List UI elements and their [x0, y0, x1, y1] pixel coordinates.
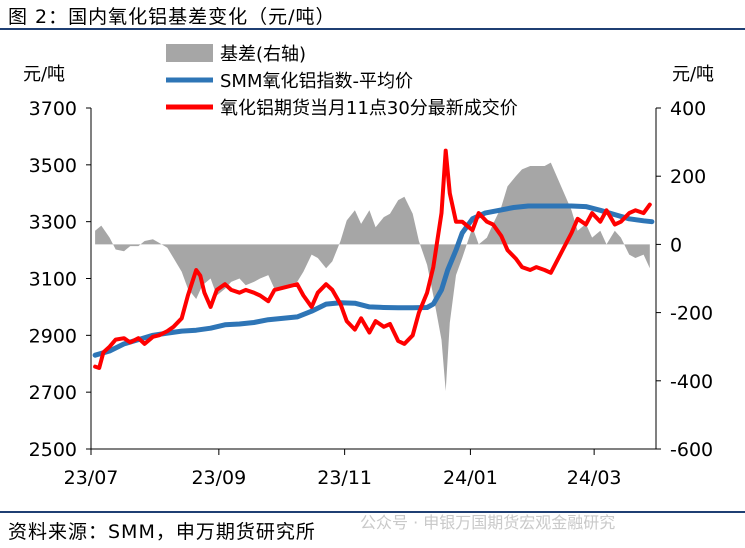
- right-tick-label-4: 200: [670, 166, 706, 188]
- left-tick-label-3: 3100: [29, 269, 77, 291]
- x-tick-label-3: 24/01: [443, 467, 498, 489]
- legend-label-2: 氧化铝期货当月11点30分最新成交价: [220, 98, 518, 119]
- watermark: 公众号 · 申银万国期货宏观金融研究: [360, 513, 616, 532]
- futures-line: [93, 148, 652, 370]
- left-tick-label-6: 3700: [29, 98, 77, 120]
- basis-area-layer: [95, 162, 650, 391]
- right-axis-unit: 元/吨: [672, 64, 714, 85]
- x-tick-label-1: 23/09: [191, 467, 246, 489]
- x-tick-label-2: 23/11: [317, 467, 372, 489]
- series-lines-layer: [92, 148, 655, 370]
- chart-svg: 2500 2700 2900 3100 3300 3500 3700 -600 -400 -200…: [23, 44, 714, 489]
- x-tick-label-0: 23/07: [64, 467, 119, 489]
- left-tick-label-0: 2500: [29, 439, 77, 461]
- chart-title: 图 2：国内氧化铝基差变化（元/吨）: [8, 6, 336, 28]
- right-tick-label-2: -200: [670, 303, 713, 325]
- top-rule: [0, 28, 745, 30]
- right-tick-label-1: -400: [670, 371, 713, 393]
- legend-label-1: SMM氧化铝指数-平均价: [220, 71, 413, 92]
- left-tick-label-4: 3300: [29, 212, 77, 234]
- axes-layer: 2500 2700 2900 3100 3300 3500 3700 -600 -400 -200…: [23, 64, 714, 489]
- legend-label-0: 基差(右轴): [220, 44, 306, 65]
- left-axis-unit: 元/吨: [23, 64, 65, 85]
- left-tick-label-5: 3500: [29, 155, 77, 177]
- left-tick-label-2: 2900: [29, 325, 77, 347]
- x-tick-label-4: 24/03: [567, 467, 622, 489]
- left-tick-label-1: 2700: [29, 382, 77, 404]
- source-note: 资料来源：SMM，申万期货研究所: [8, 521, 316, 543]
- right-tick-label-3: 0: [670, 234, 682, 256]
- right-tick-label-5: 400: [670, 98, 706, 120]
- basis-area: [95, 162, 650, 391]
- right-tick-label-0: -600: [670, 439, 713, 461]
- legend-swatch-basis: [166, 44, 213, 62]
- bottom-rule: [0, 511, 745, 513]
- index-line: [92, 203, 655, 358]
